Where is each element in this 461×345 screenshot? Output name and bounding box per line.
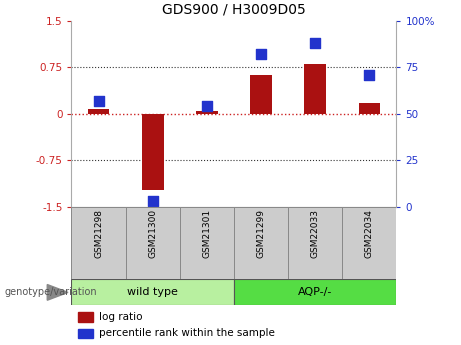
Bar (142, 114, 164, 190)
Point (95, 98, 102, 104)
Text: GSM21298: GSM21298 (94, 209, 103, 258)
Point (257, 51, 265, 57)
FancyBboxPatch shape (288, 207, 342, 279)
Bar (78, 312, 93, 322)
Text: AQP-/-: AQP-/- (298, 287, 332, 297)
Title: GDS900 / H3009D05: GDS900 / H3009D05 (162, 3, 306, 17)
Point (203, 104, 211, 109)
Polygon shape (47, 285, 68, 300)
Text: GSM21301: GSM21301 (202, 209, 212, 258)
Bar (78, 329, 93, 338)
Bar (196, 111, 218, 114)
Text: genotype/variation: genotype/variation (5, 287, 97, 297)
Text: wild type: wild type (127, 287, 178, 297)
Point (149, 199, 156, 204)
FancyBboxPatch shape (234, 207, 288, 279)
Bar (88, 109, 109, 114)
Bar (250, 75, 272, 114)
Text: GSM21300: GSM21300 (148, 209, 157, 258)
FancyBboxPatch shape (234, 279, 396, 305)
FancyBboxPatch shape (71, 207, 125, 279)
Text: GSM22034: GSM22034 (365, 209, 374, 258)
Text: GSM22033: GSM22033 (311, 209, 320, 258)
Text: GSM21299: GSM21299 (256, 209, 266, 258)
Text: log ratio: log ratio (99, 312, 142, 322)
FancyBboxPatch shape (71, 279, 234, 305)
Bar (359, 103, 380, 114)
Point (366, 72, 373, 78)
FancyBboxPatch shape (125, 207, 180, 279)
Point (312, 40, 319, 46)
FancyBboxPatch shape (342, 207, 396, 279)
FancyBboxPatch shape (180, 207, 234, 279)
Bar (304, 64, 326, 114)
Text: percentile rank within the sample: percentile rank within the sample (99, 328, 275, 338)
